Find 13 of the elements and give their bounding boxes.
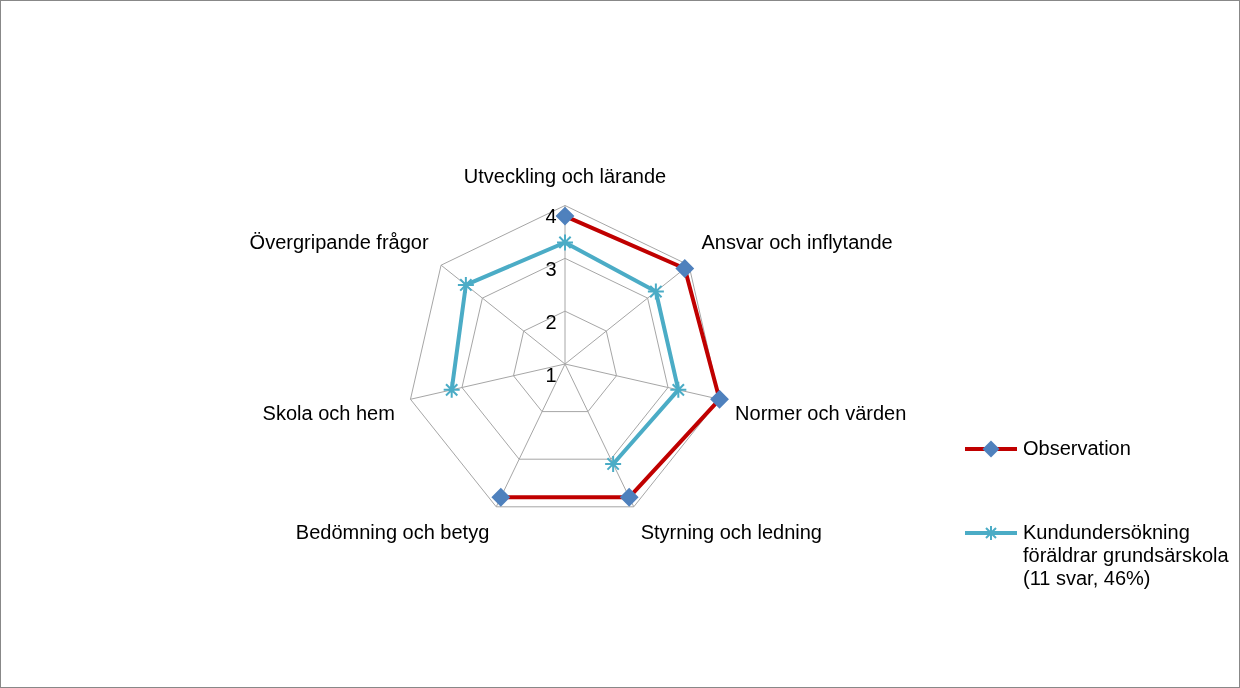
legend-label: Kundundersökning föräldrar grundsärskola (11 svar, 46%) (1023, 521, 1230, 590)
y-tick-label: 3 (545, 257, 557, 280)
y-tick-label: 2 (545, 310, 557, 333)
spoke-label: Skola och hem (262, 402, 395, 425)
legend-label: Observation (1023, 437, 1131, 460)
spoke-label: Utveckling och lärande (463, 165, 667, 188)
spoke-label: Styrning och ledning (640, 520, 822, 543)
spoke-label: Ansvar och inflytande (701, 230, 893, 253)
y-tick-label: 4 (545, 205, 557, 228)
y-tick-label: 1 (545, 363, 557, 386)
spoke-label: Övergripande frågor (249, 230, 429, 253)
spoke-label: Normer och värden (735, 402, 907, 425)
spoke-label: Bedömning och betyg (295, 520, 490, 543)
